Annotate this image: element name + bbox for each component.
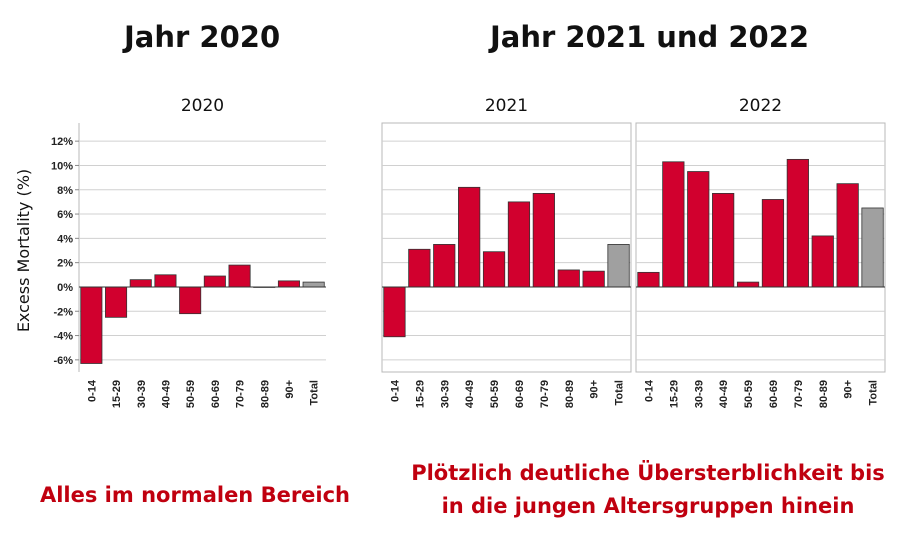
- bar: [228, 264, 251, 288]
- x-tick-label: 90+: [589, 380, 601, 399]
- bar: [786, 158, 809, 288]
- y-tick-label: 4%: [57, 233, 73, 245]
- x-tick-label: 70-79: [235, 380, 247, 408]
- x-tick-label: 50-59: [185, 380, 197, 408]
- bar: [687, 171, 710, 288]
- bar: [203, 275, 226, 288]
- bar: [458, 186, 481, 288]
- x-tick-label: 30-39: [439, 380, 451, 408]
- x-tick-label: 15-29: [111, 380, 123, 408]
- panel-title: 2022: [739, 96, 782, 116]
- y-tick-label: -4%: [53, 331, 73, 343]
- y-tick-label: -2%: [53, 306, 73, 318]
- heading-left: Jahr 2020: [124, 20, 281, 54]
- bar: [507, 201, 531, 288]
- bar: [154, 274, 177, 288]
- y-tick-label: 8%: [57, 185, 73, 197]
- x-tick-label: Total: [309, 380, 321, 405]
- x-tick-label: 80-89: [818, 380, 830, 408]
- y-tick-label: 2%: [57, 258, 73, 270]
- y-axis-label: Excess Mortality (%): [14, 169, 33, 332]
- x-tick-label: 90+: [843, 380, 855, 399]
- x-tick-label: 60-69: [514, 380, 526, 408]
- x-tick-label: 50-59: [489, 380, 501, 408]
- bar: [482, 251, 506, 288]
- bar: [712, 192, 735, 288]
- x-tick-label: 40-49: [464, 380, 476, 408]
- bar: [80, 286, 103, 364]
- panel-title: 2021: [485, 96, 528, 116]
- x-tick-label: 50-59: [743, 380, 755, 408]
- bar: [662, 161, 685, 288]
- panel-2022: 2022 0-14 15-29 30-39 40-49 50-59 60-69 70-79 80…: [635, 96, 886, 408]
- x-tick-label: 15-29: [414, 380, 426, 408]
- panel-frame: [635, 122, 886, 373]
- y-tick-label: 10%: [51, 160, 73, 172]
- x-tick-label: 30-39: [693, 380, 705, 408]
- x-tick-label: 70-79: [793, 380, 805, 408]
- bar: [607, 244, 630, 288]
- bar: [408, 248, 431, 288]
- bar: [433, 244, 456, 288]
- x-tick-label: 90+: [284, 380, 296, 399]
- caption-left: Alles im normalen Bereich: [39, 483, 351, 507]
- x-tick-label: Total: [614, 380, 626, 405]
- y-tick-label: 12%: [51, 136, 73, 148]
- bar: [637, 271, 660, 288]
- bar: [105, 286, 128, 318]
- panel-frame: [381, 122, 632, 373]
- x-tick-label: 0-14: [643, 379, 655, 402]
- x-tick-label: 70-79: [539, 380, 551, 408]
- panel-title: 2020: [181, 96, 224, 116]
- x-tick-label: 40-49: [160, 380, 172, 408]
- y-tick-label: 6%: [57, 209, 73, 221]
- y-tick-label: -6%: [53, 355, 73, 367]
- x-tick-label: 80-89: [259, 380, 271, 408]
- bar: [129, 279, 152, 288]
- bar: [302, 281, 325, 288]
- heading-right: Jahr 2021 und 2022: [490, 20, 810, 54]
- bar: [836, 183, 859, 288]
- x-tick-label: 40-49: [718, 380, 730, 408]
- bar: [532, 192, 555, 288]
- bar: [811, 235, 834, 288]
- x-tick-label: 80-89: [564, 380, 576, 408]
- caption-right-line1: Plötzlich deutliche Übersterblichkeit bi…: [411, 461, 885, 485]
- x-tick-label: Total: [868, 380, 880, 405]
- bar: [761, 199, 785, 288]
- panel-2020: 2020 12% 10% 8% 6% 4% 2% 0% -2% -4% -6% Excess Mort…: [14, 96, 326, 408]
- bar: [277, 280, 300, 288]
- x-tick-label: 60-69: [768, 380, 780, 408]
- y-tick-label: 0%: [57, 282, 73, 294]
- bar: [179, 286, 202, 315]
- x-tick-label: 15-29: [668, 380, 680, 408]
- x-tick-label: 60-69: [210, 380, 222, 408]
- bar: [736, 281, 760, 288]
- x-tick-label: 0-14: [86, 379, 98, 402]
- bar: [582, 270, 605, 288]
- x-tick-label: 30-39: [136, 380, 148, 408]
- bar: [557, 269, 580, 288]
- x-tick-label: 0-14: [389, 379, 401, 402]
- caption-right: Plötzlich deutliche Übersterblichkeit bi…: [398, 457, 898, 523]
- bar: [861, 207, 884, 288]
- panel-2021: 2021 0-14 15-29 30-39 40-49 50-59 60-69 70-79 80…: [381, 96, 632, 408]
- caption-right-line2: in die jungen Altersgruppen hinein: [441, 494, 855, 518]
- bar: [383, 286, 406, 338]
